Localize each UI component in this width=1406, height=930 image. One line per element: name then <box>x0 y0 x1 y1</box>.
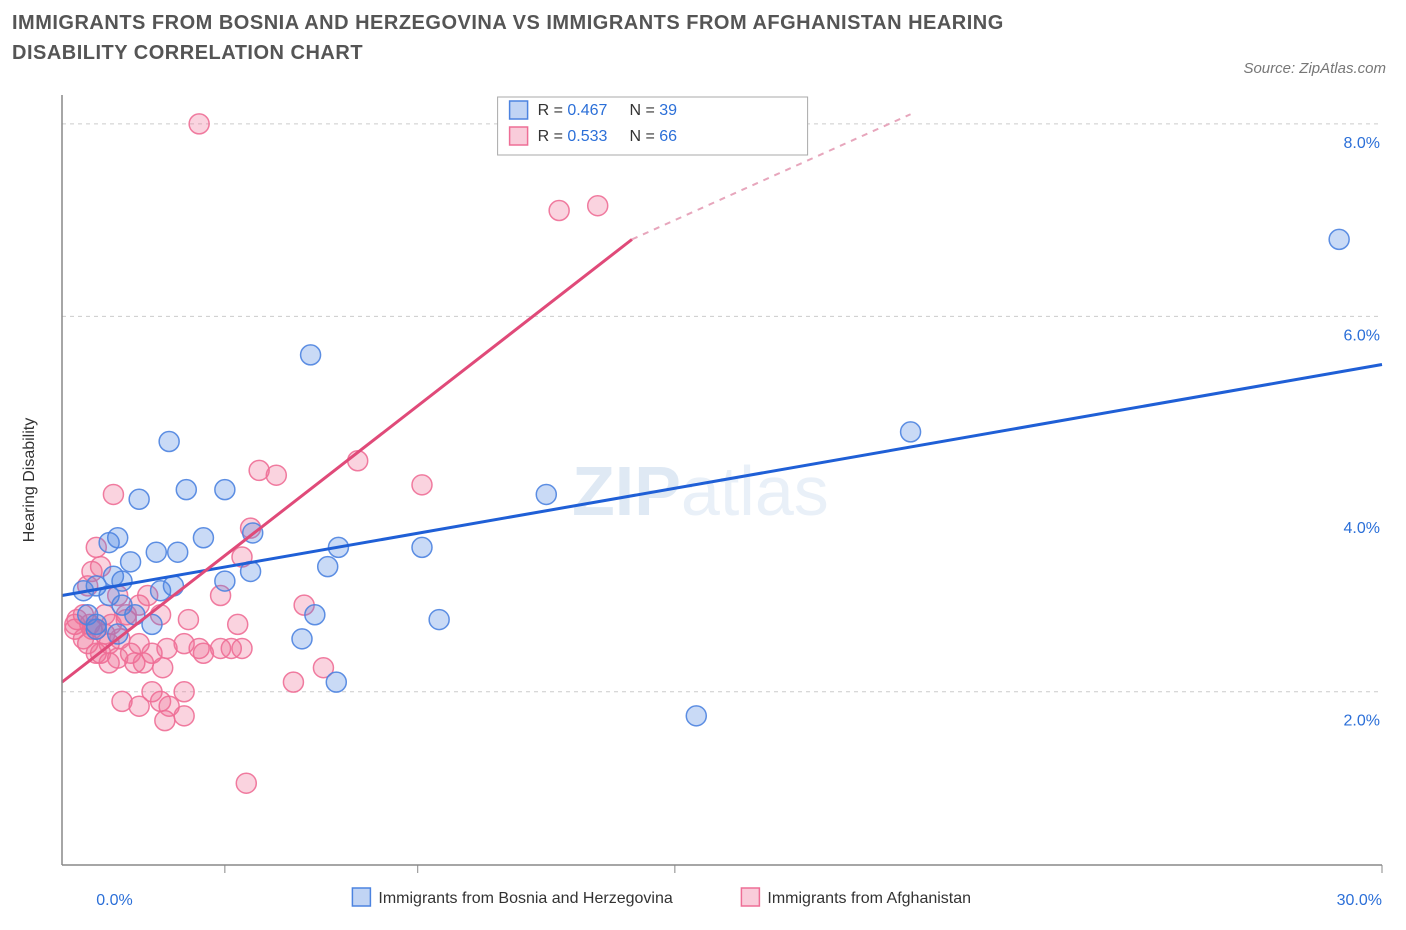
blue-point <box>129 489 149 509</box>
blue-point <box>86 619 106 639</box>
watermark-text: ZIPatlas <box>572 452 829 530</box>
blue-point <box>301 345 321 365</box>
blue-point <box>168 542 188 562</box>
correlation-scatter-chart: ZIPatlas 2.0% 4.0% 6.0% 8.0% 0.0% 30.0% R = 0… <box>12 95 1394 915</box>
blue-point <box>901 422 921 442</box>
chart-container: ZIPatlas 2.0% 4.0% 6.0% 8.0% 0.0% 30.0% R = 0… <box>12 95 1394 915</box>
chart-title: IMMIGRANTS FROM BOSNIA AND HERZEGOVINA V… <box>12 8 1062 68</box>
y-tick-label: 4.0% <box>1344 520 1380 537</box>
blue-point <box>215 571 235 591</box>
pink-swatch <box>510 127 528 145</box>
blue-point <box>176 480 196 500</box>
blue-point <box>159 432 179 452</box>
pink-point <box>412 475 432 495</box>
pink-legend-label: Immigrants from Afghanistan <box>767 890 971 907</box>
blue-point <box>108 528 128 548</box>
blue-point <box>193 528 213 548</box>
blue-point <box>121 552 141 572</box>
y-axis-label: Hearing Disability <box>21 418 38 543</box>
pink-point <box>549 201 569 221</box>
trend-line-pink <box>62 239 632 682</box>
y-tick-label: 2.0% <box>1344 713 1380 730</box>
blue-point <box>112 571 132 591</box>
blue-point <box>412 537 432 557</box>
pink-point <box>174 682 194 702</box>
blue-point <box>215 480 235 500</box>
correlation-row: R = 0.533N = 66 <box>538 128 678 145</box>
blue-point <box>1329 229 1349 249</box>
pink-point <box>178 610 198 630</box>
x-tick-label-max: 30.0% <box>1337 892 1382 909</box>
pink-point <box>236 773 256 793</box>
pink-point <box>174 706 194 726</box>
pink-point <box>153 658 173 678</box>
source-attribution: Source: ZipAtlas.com <box>1243 60 1386 77</box>
blue-swatch <box>510 101 528 119</box>
pink-point <box>266 465 286 485</box>
blue-point <box>536 484 556 504</box>
blue-point <box>429 610 449 630</box>
blue-point <box>318 557 338 577</box>
blue-point <box>146 542 166 562</box>
blue-point <box>163 576 183 596</box>
pink-point <box>588 196 608 216</box>
blue-point <box>686 706 706 726</box>
blue-legend-swatch <box>352 888 370 906</box>
y-tick-label: 6.0% <box>1344 328 1380 345</box>
pink-point <box>283 672 303 692</box>
pink-point <box>228 614 248 634</box>
blue-point <box>305 605 325 625</box>
pink-point <box>189 114 209 134</box>
pink-point <box>232 638 252 658</box>
blue-legend-label: Immigrants from Bosnia and Herzegovina <box>378 890 672 907</box>
x-tick-label-min: 0.0% <box>96 892 132 909</box>
y-tick-label: 8.0% <box>1344 135 1380 152</box>
pink-point <box>103 484 123 504</box>
pink-legend-swatch <box>741 888 759 906</box>
correlation-row: R = 0.467N = 39 <box>538 102 678 119</box>
blue-point <box>292 629 312 649</box>
blue-point <box>326 672 346 692</box>
